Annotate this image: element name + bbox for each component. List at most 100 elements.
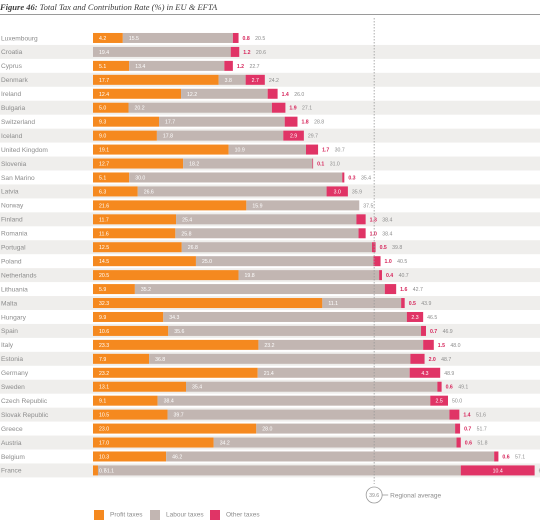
data-label-labour: 26.6 [144, 189, 154, 195]
category-label: Romania [1, 231, 28, 238]
category-label: Switzerland [1, 119, 35, 126]
category-label: Hungary [1, 314, 27, 321]
bar-segment-other [245, 74, 265, 85]
data-label-labour: 28.0 [262, 427, 272, 433]
bar-segment-profit [93, 32, 123, 43]
bar-segment-other [401, 298, 405, 309]
category-label: Slovak Republic [1, 412, 49, 419]
data-label-profit: 10.5 [99, 413, 109, 419]
data-label-profit: 5.0 [99, 106, 106, 112]
bar-segment-labour [257, 367, 410, 378]
data-label-labour: 35.4 [192, 385, 202, 391]
bar-segment-profit [93, 116, 160, 127]
figure-title-text: Total Tax and Contribution Rate (%) in E… [39, 2, 218, 12]
data-label-other: 4.3 [421, 371, 428, 377]
category-label: Malta [1, 300, 17, 307]
bar-segment-profit [93, 451, 167, 462]
category-label: Greece [1, 426, 23, 433]
bar-segment-labour [322, 298, 402, 309]
data-label-other: 1.4 [463, 413, 470, 419]
bar-segment-labour [181, 88, 268, 99]
total-label: 20.5 [255, 36, 265, 42]
bar-segment-other [421, 325, 426, 336]
data-label-labour: 17.7 [165, 120, 175, 126]
bar-segment-labour [256, 423, 456, 434]
category-label: Finland [1, 217, 23, 224]
bar-segment-other [494, 451, 499, 462]
data-label-labour: 19.4 [99, 50, 109, 56]
data-label-profit: 5.9 [99, 287, 106, 293]
bar-segment-other [356, 214, 366, 225]
bar-segment-profit [93, 102, 129, 113]
category-label: Netherlands [1, 272, 37, 279]
legend-label-profit: Profit taxes [110, 511, 143, 519]
bar-segment-other [409, 367, 441, 378]
data-label-labour: 25.4 [182, 217, 192, 223]
bar-segment-other [449, 409, 460, 420]
bar-segment-profit [93, 144, 229, 155]
total-label: 35.4 [361, 175, 371, 181]
data-label-other: 0.1 [317, 162, 324, 168]
category-label: Slovenia [1, 161, 27, 168]
data-label-profit: 12.7 [99, 162, 109, 168]
bar-segment-profit [93, 214, 177, 225]
data-label-other: 1.7 [322, 148, 329, 154]
bar-segment-profit [93, 228, 176, 239]
bar-segment-other [326, 186, 348, 197]
total-label: 46.5 [427, 315, 437, 321]
legend-label-labour: Labour taxes [166, 511, 204, 519]
total-label: 26.0 [294, 92, 304, 98]
category-label: Italy [1, 342, 14, 349]
category-label: Croatia [1, 49, 23, 56]
bar-segment-profit [93, 74, 219, 85]
data-label-profit: 9.0 [99, 134, 106, 140]
total-label: 49.1 [458, 385, 468, 391]
category-label: Iceland [1, 133, 23, 140]
data-label-other: 0.5 [409, 301, 416, 307]
bar-segment-labour [183, 158, 313, 169]
data-label-other: 2.7 [252, 78, 259, 84]
total-label: 30.7 [335, 148, 345, 154]
bar-segment-labour [129, 60, 225, 71]
data-label-other: 0.5 [380, 245, 387, 251]
data-label-profit: 20.5 [99, 273, 109, 279]
total-label: 35.9 [352, 189, 362, 195]
data-label-other: 2.0 [429, 357, 436, 363]
bar-segment-profit [93, 395, 158, 406]
bar-segment-other [230, 46, 240, 57]
data-label-labour: 15.9 [252, 203, 262, 209]
legend-swatch-other [210, 510, 220, 520]
data-label-labour: 26.8 [188, 245, 198, 251]
data-label-profit: 11.6 [99, 231, 109, 237]
bar-segment-profit [93, 311, 164, 322]
total-label: 62 [539, 468, 540, 474]
data-label-other: 0.7 [430, 329, 437, 335]
bar-segment-labour [238, 270, 380, 281]
bar-segment-profit [93, 186, 138, 197]
bar-segment-other [312, 158, 314, 169]
data-label-other: 1.0 [385, 259, 392, 265]
bar-segment-labour [156, 130, 284, 141]
data-label-other: 1.5 [438, 343, 445, 349]
data-label-other: 1.3 [370, 217, 377, 223]
data-label-profit: 5.1 [99, 175, 106, 181]
data-label-labour: 35.2 [141, 287, 151, 293]
data-label-labour: 11.1 [328, 301, 338, 307]
category-label: Sweden [1, 384, 25, 391]
total-label: 28.8 [314, 120, 324, 126]
bar-segment-labour [166, 451, 495, 462]
bar-segment-labour [228, 144, 306, 155]
data-label-labour: 20.2 [135, 106, 145, 112]
total-label: 48.0 [450, 343, 460, 349]
bar-segment-profit [93, 423, 257, 434]
data-label-other: 0.4 [386, 273, 393, 279]
legend-item-profit: Profit taxes [94, 510, 143, 520]
total-label: 57.1 [515, 454, 525, 460]
data-label-other: 3.0 [334, 189, 341, 195]
legend-swatch-labour [150, 510, 160, 520]
bar-segment-labour [168, 325, 422, 336]
category-label: Poland [1, 258, 22, 265]
bar-segment-other [342, 172, 345, 183]
total-label: 27.1 [302, 106, 312, 112]
category-label: Luxembourg [1, 35, 38, 42]
